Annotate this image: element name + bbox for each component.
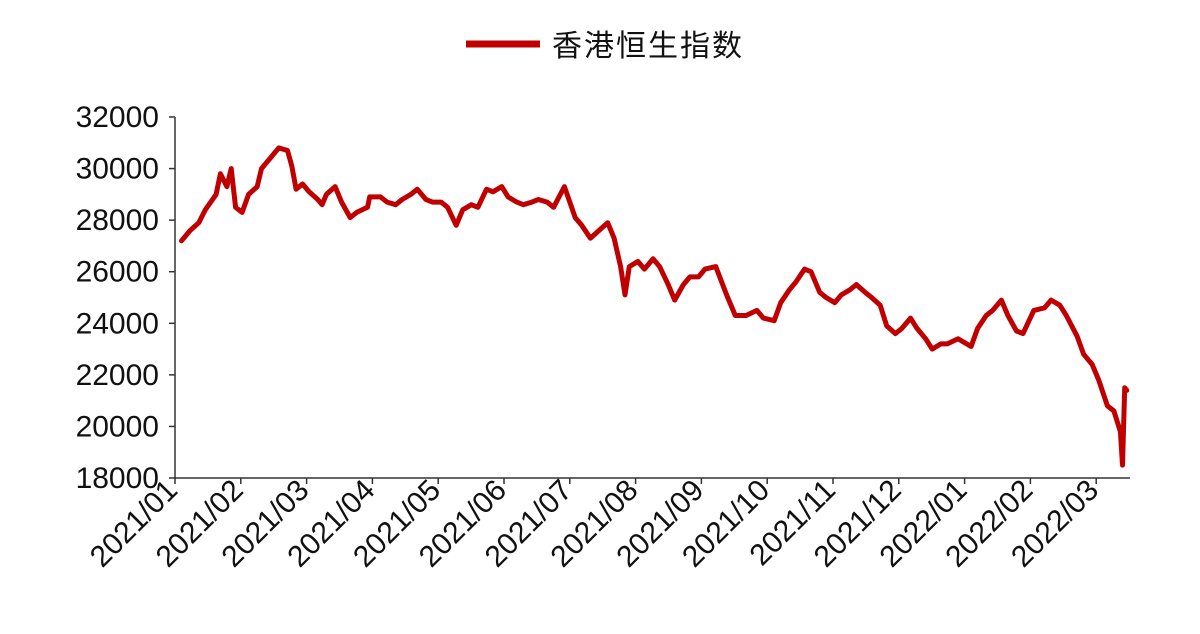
series-layer	[179, 145, 1130, 468]
y-tick-label: 26000	[76, 256, 159, 289]
legend-label: 香港恒生指数	[552, 29, 744, 64]
series-line-0	[179, 145, 1130, 468]
y-tick-label: 24000	[76, 307, 159, 340]
y-axis: 32000 30000 28000 26000 24000 22000 20000 18000	[76, 101, 176, 495]
y-tick-label: 30000	[76, 153, 159, 186]
y-tick-label: 18000	[76, 462, 159, 495]
x-axis: 2021/012021/022021/032021/042021/052021/…	[84, 474, 1130, 574]
y-tick-label: 28000	[76, 204, 159, 237]
y-tick-label: 20000	[76, 410, 159, 443]
legend: 香港恒生指数	[466, 29, 744, 64]
y-tick-label: 22000	[76, 359, 159, 392]
y-tick-label: 32000	[76, 101, 159, 134]
